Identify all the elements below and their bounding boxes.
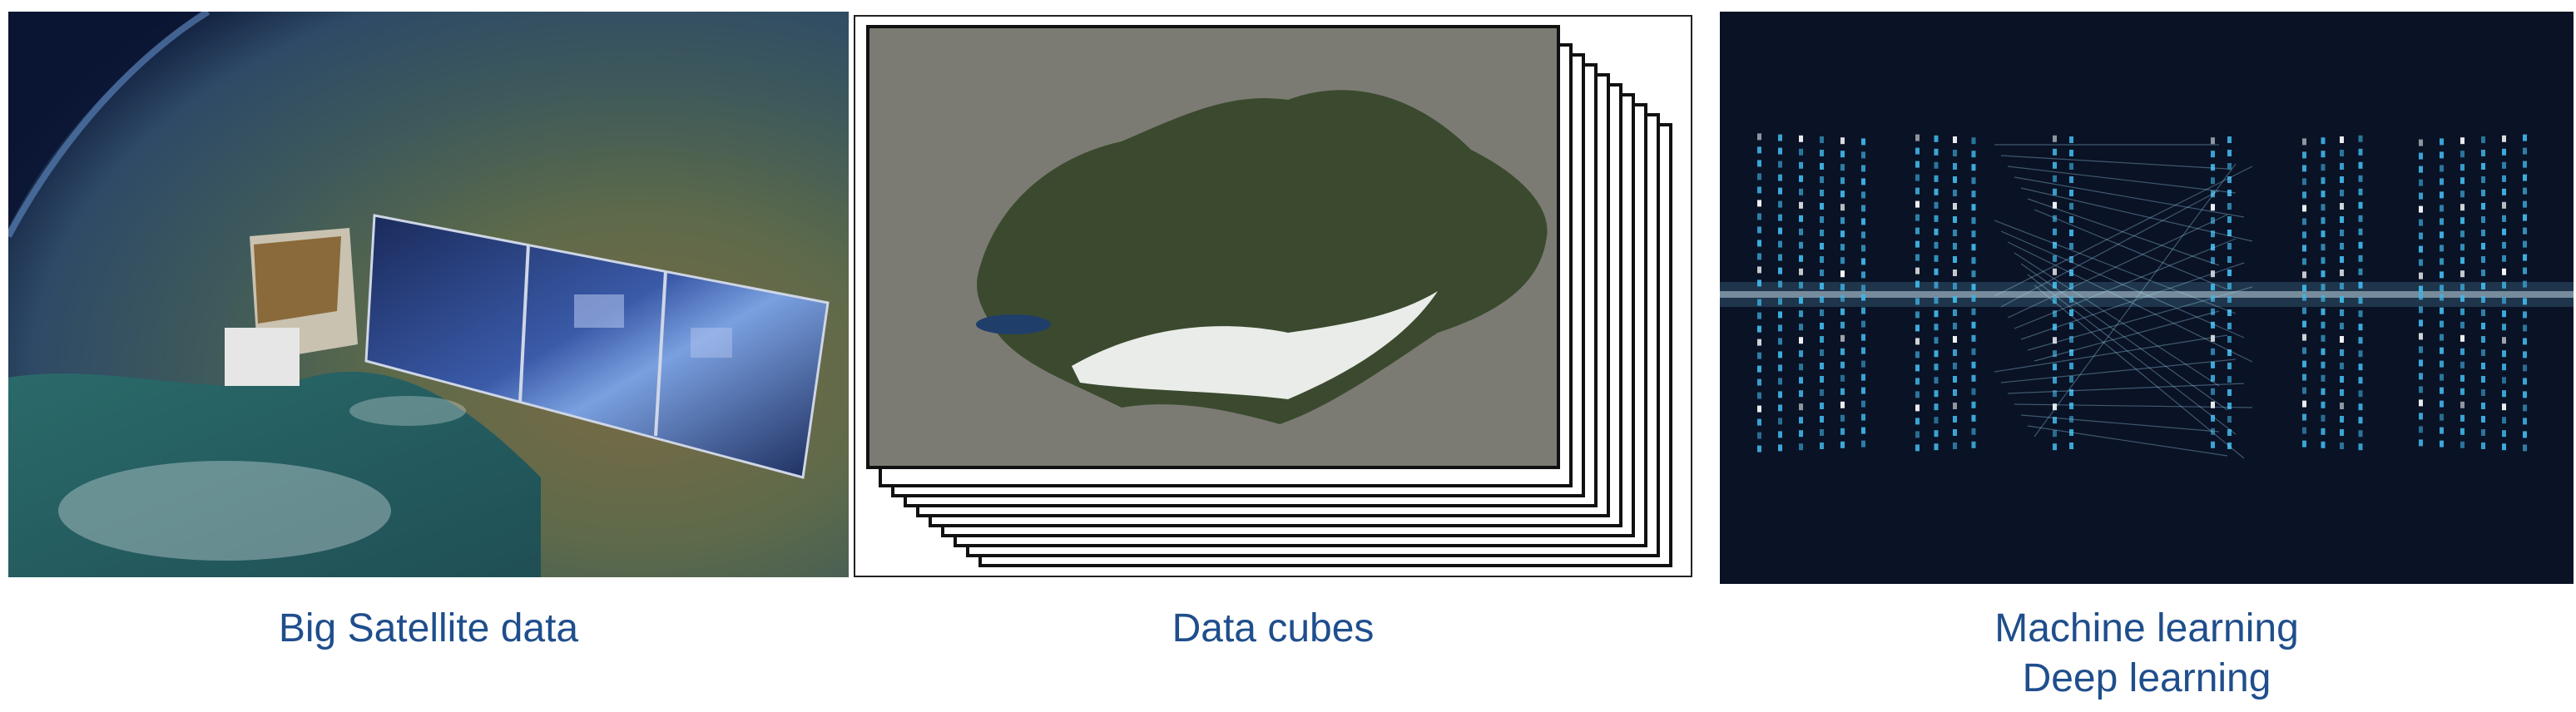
network-connection [2034,163,2237,438]
network-connection [1994,166,2253,297]
neural-network-image [1720,12,2574,584]
network-connection [2034,284,2245,459]
network-connection [2027,286,2253,351]
network-connection [2027,425,2228,457]
network-connection [2014,238,2237,329]
network-layer [1757,133,1865,452]
network-connection [2000,230,2245,339]
caption-machine-deep-learning: Machine learning Deep learning [1720,604,2574,704]
network-connection [2000,190,2220,308]
network-connection [2034,310,2220,362]
network-connection [2007,214,2228,319]
network-layer [2302,135,2363,451]
network-connection [2014,176,2245,218]
network-layer [1915,134,1976,452]
network-connection [2014,252,2220,387]
network-connection [2000,155,2228,170]
caption-data-cubes: Data cubes [1172,606,1375,650]
network-connection [2014,403,2253,408]
network-connection [1994,334,2228,373]
network-layer [2211,136,2232,449]
network-connection [2007,166,2237,194]
map-shape [977,90,1548,425]
network-connection [2020,187,2253,242]
data-cube-image [854,15,1692,577]
network-layer [2053,135,2073,451]
network-connection [2020,263,2228,411]
satellite-image [8,12,849,577]
network-connection [2027,274,2237,435]
caption-line-machine-learning: Machine learning [1994,606,2299,650]
network-connection [2007,241,2253,363]
caption-big-satellite-data: Big Satellite data [278,606,579,650]
network-connection [2034,209,2228,290]
network-layer [2419,134,2527,452]
caption-line-deep-learning: Deep learning [2022,656,2271,700]
network-connection [2020,262,2245,340]
network-connection [1994,220,2237,314]
network-connection [2020,414,2220,433]
network-connection [2027,198,2220,266]
network-connection [2007,383,2245,394]
satellite-icon [225,214,830,479]
network-connection [2000,358,2237,383]
